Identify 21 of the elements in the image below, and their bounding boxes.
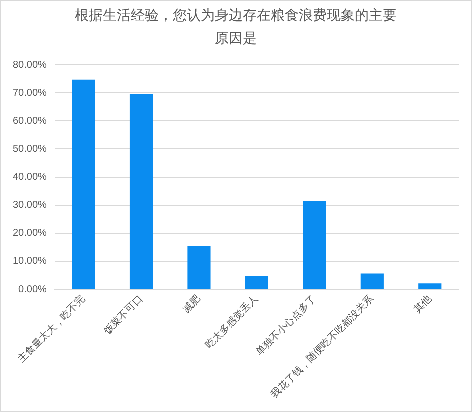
x-tick-label: 减肥 [180,293,204,316]
x-tick-label: 饭菜不可口 [100,293,146,338]
bar [72,80,96,290]
x-tick-label: 其他 [411,293,434,316]
chart-title: 根据生活经验，您认为身边存在粮食浪费现象的主要原因是 [74,7,398,49]
y-tick-label: 60.00% [12,116,48,127]
y-tick-label: 50.00% [12,144,48,155]
y-tick-label: 70.00% [12,88,48,99]
bar [418,284,442,290]
y-tick-label: 0.00% [18,284,48,296]
y-tick-label: 40.00% [12,172,48,184]
bar [360,274,384,290]
y-tick-label: 80.00% [12,60,48,71]
y-tick-label: 30.00% [12,200,48,212]
y-tick-label: 20.00% [12,228,48,240]
x-tick-label: 主食量太大，吃不完 [16,293,88,366]
y-tick-label: 10.00% [12,256,48,268]
bar [303,201,326,290]
bar [130,94,154,290]
bar [245,276,269,290]
bar [188,246,211,290]
